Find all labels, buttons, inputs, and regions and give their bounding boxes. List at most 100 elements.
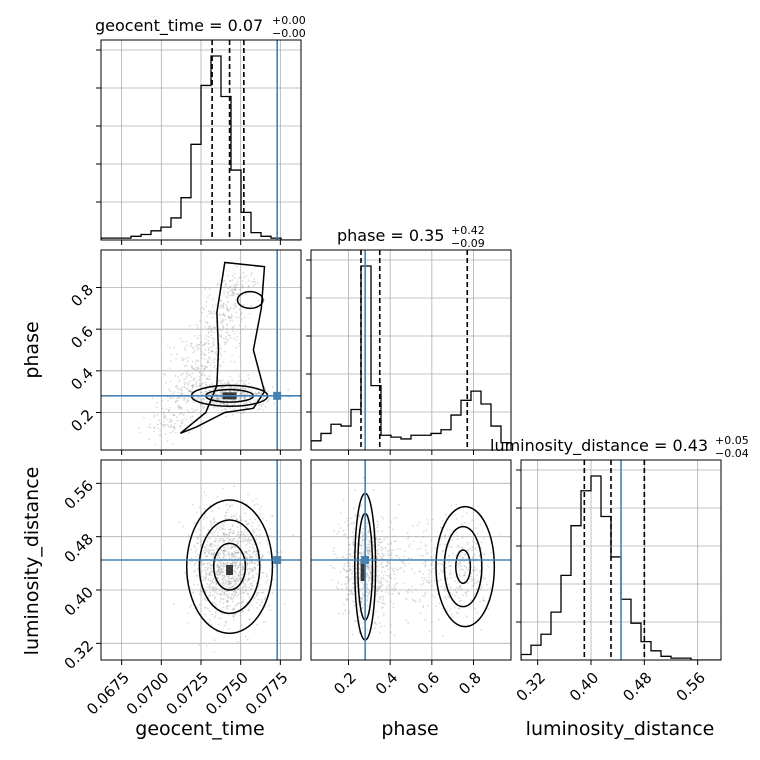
sample-point bbox=[463, 522, 466, 524]
sample-point bbox=[250, 587, 253, 590]
sample-point bbox=[240, 518, 243, 521]
sample-point bbox=[209, 594, 212, 597]
sample-point bbox=[368, 546, 371, 549]
sample-point bbox=[156, 402, 158, 404]
sample-point bbox=[222, 361, 225, 364]
sample-point bbox=[229, 539, 231, 542]
sample-point bbox=[342, 567, 345, 570]
sample-point bbox=[251, 582, 254, 585]
sample-point bbox=[365, 537, 368, 540]
sample-point bbox=[244, 552, 246, 554]
sample-point bbox=[201, 400, 204, 403]
sample-point bbox=[222, 569, 225, 572]
sample-point bbox=[365, 584, 368, 587]
sample-point bbox=[137, 427, 140, 430]
sample-point bbox=[233, 277, 236, 279]
sample-point bbox=[223, 563, 226, 565]
sample-point bbox=[224, 282, 227, 285]
sample-point bbox=[358, 551, 361, 554]
sample-point bbox=[241, 294, 244, 296]
sample-point bbox=[204, 288, 207, 290]
sample-point bbox=[438, 602, 441, 605]
sample-point bbox=[178, 408, 181, 410]
sample-point bbox=[380, 570, 383, 573]
sample-point bbox=[185, 381, 188, 384]
sample-point bbox=[257, 564, 259, 566]
sample-point bbox=[241, 280, 244, 283]
sample-point bbox=[255, 560, 258, 563]
sample-point bbox=[379, 538, 381, 541]
sample-point bbox=[388, 592, 391, 595]
sample-point bbox=[196, 337, 199, 340]
sample-point bbox=[232, 615, 235, 618]
sample-point bbox=[341, 588, 343, 590]
sample-point bbox=[189, 548, 192, 551]
sample-point bbox=[215, 609, 218, 612]
sample-point bbox=[265, 573, 268, 576]
sample-point bbox=[219, 313, 221, 315]
sample-point bbox=[199, 320, 202, 322]
sample-point bbox=[464, 554, 467, 557]
sample-point bbox=[217, 563, 220, 566]
sample-point bbox=[392, 606, 395, 609]
sample-point bbox=[355, 573, 358, 575]
sample-point bbox=[369, 572, 372, 574]
sample-point bbox=[366, 531, 369, 534]
sample-point bbox=[231, 538, 234, 541]
sample-point bbox=[201, 365, 204, 368]
density-layer bbox=[137, 265, 501, 660]
sample-point bbox=[352, 541, 354, 544]
histogram-layer bbox=[101, 55, 721, 660]
sample-point bbox=[159, 429, 161, 432]
sample-point bbox=[261, 517, 264, 520]
sample-point bbox=[209, 325, 212, 328]
sample-point bbox=[217, 569, 220, 572]
sample-point bbox=[422, 606, 424, 608]
sample-point bbox=[231, 576, 234, 579]
sample-point bbox=[428, 630, 431, 633]
sample-point bbox=[240, 573, 243, 576]
sample-point bbox=[191, 385, 194, 387]
sample-point bbox=[192, 367, 195, 370]
sample-point bbox=[331, 566, 334, 569]
sample-point bbox=[392, 549, 394, 551]
sample-point bbox=[348, 544, 351, 547]
sample-point bbox=[408, 543, 411, 546]
sample-point bbox=[343, 562, 346, 565]
sample-point bbox=[358, 609, 361, 612]
sample-point bbox=[225, 285, 228, 288]
sample-point bbox=[198, 343, 201, 346]
sample-point bbox=[232, 597, 234, 600]
sample-point bbox=[251, 560, 253, 563]
sample-point bbox=[228, 557, 231, 560]
sample-point bbox=[247, 387, 250, 390]
sample-point bbox=[218, 588, 221, 591]
sample-point bbox=[250, 588, 252, 590]
sample-point bbox=[197, 367, 200, 370]
sample-point bbox=[447, 583, 450, 586]
sample-point bbox=[417, 548, 419, 551]
sample-point bbox=[214, 393, 216, 395]
sample-point bbox=[222, 577, 225, 579]
sample-point bbox=[471, 519, 473, 522]
sample-point bbox=[441, 549, 444, 552]
sample-point bbox=[237, 580, 239, 583]
sample-point bbox=[231, 315, 234, 318]
sample-point bbox=[381, 530, 383, 533]
sample-point bbox=[258, 604, 261, 606]
sample-point bbox=[465, 592, 467, 595]
sample-point bbox=[192, 384, 195, 387]
sample-point bbox=[476, 568, 479, 571]
sample-point bbox=[238, 289, 241, 291]
sample-point bbox=[226, 309, 229, 312]
sample-point bbox=[467, 548, 470, 551]
sample-point bbox=[258, 404, 260, 407]
sample-point bbox=[422, 530, 425, 533]
y-tick-label: 0.48 bbox=[61, 530, 97, 566]
sample-point bbox=[202, 575, 205, 578]
sample-point bbox=[229, 531, 231, 534]
sample-point bbox=[442, 634, 445, 637]
sample-point bbox=[207, 378, 210, 381]
sample-point bbox=[374, 610, 377, 613]
sample-point bbox=[205, 384, 208, 387]
